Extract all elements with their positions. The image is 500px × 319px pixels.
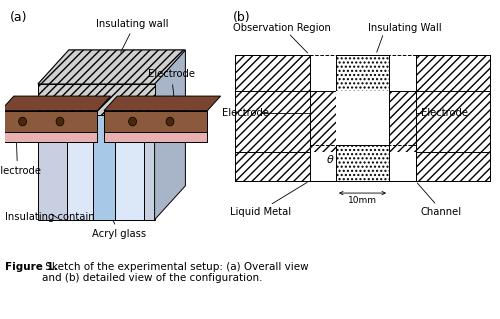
Polygon shape [0,132,98,142]
Text: Electrode: Electrode [222,108,269,118]
Bar [310,91,416,181]
Circle shape [18,117,26,126]
Text: Electrode: Electrode [421,108,468,118]
Bar [336,91,389,145]
Polygon shape [93,115,115,220]
Polygon shape [0,96,110,111]
Bar [310,91,336,152]
Bar [310,55,336,91]
Polygon shape [66,84,93,220]
Text: Observation Region: Observation Region [232,23,330,33]
Bar [336,55,389,91]
Polygon shape [104,132,208,142]
Polygon shape [38,84,154,220]
Bar [236,55,310,181]
Text: (b): (b) [232,11,250,24]
Bar [389,55,415,91]
Text: Insulating wall: Insulating wall [96,19,169,52]
Polygon shape [104,111,208,132]
Circle shape [166,117,174,126]
Text: Acryl glass: Acryl glass [92,203,146,240]
Polygon shape [115,84,143,220]
Text: Insulating Wall: Insulating Wall [368,23,442,33]
Circle shape [128,117,136,126]
Text: Electrode: Electrode [148,69,195,119]
Bar [310,152,336,181]
Bar [310,55,416,145]
Bar [336,145,389,181]
Polygon shape [104,96,220,111]
Text: $\theta$: $\theta$ [326,153,335,165]
Bar [416,55,490,181]
Text: Electrode: Electrode [0,130,41,176]
Text: 10mm: 10mm [348,196,377,205]
Bar [389,152,415,181]
Polygon shape [38,84,154,115]
Text: Channel: Channel [421,207,462,218]
Text: (a): (a) [10,11,27,24]
Polygon shape [154,50,186,220]
Polygon shape [38,50,186,84]
Polygon shape [0,111,98,132]
Text: Insulating container: Insulating container [5,212,105,222]
Text: Liquid Metal: Liquid Metal [230,207,291,218]
Text: ϕ5mm: ϕ5mm [340,103,348,132]
Text: Sketch of the experimental setup: (a) Overall view
and (b) detailed view of the : Sketch of the experimental setup: (a) Ov… [42,262,309,283]
Circle shape [56,117,64,126]
Text: Figure 1.: Figure 1. [5,262,58,271]
Bar [389,91,415,152]
Polygon shape [38,50,186,84]
